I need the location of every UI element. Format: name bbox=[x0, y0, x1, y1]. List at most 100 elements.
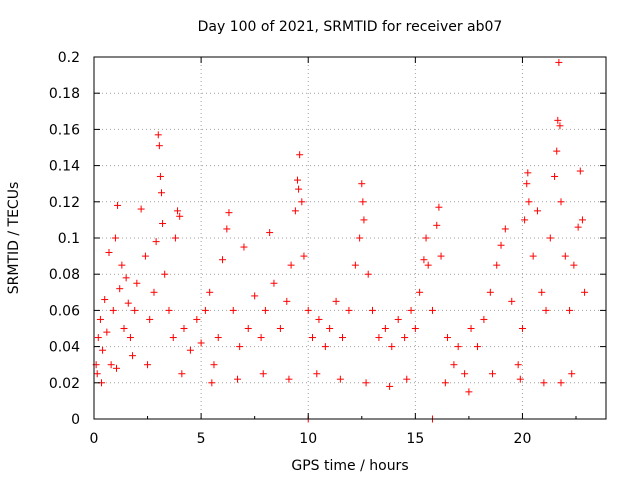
data-point bbox=[99, 346, 107, 354]
data-point bbox=[210, 361, 218, 369]
data-point bbox=[450, 361, 458, 369]
data-point bbox=[488, 370, 496, 378]
grid-lines bbox=[94, 57, 606, 419]
data-point bbox=[315, 315, 323, 323]
x-axis-label: GPS time / hours bbox=[291, 458, 408, 474]
x-tick-label: 15 bbox=[406, 431, 424, 447]
y-tick-label: 0.1 bbox=[58, 231, 80, 247]
data-point bbox=[443, 334, 451, 342]
data-point bbox=[401, 334, 409, 342]
data-point bbox=[540, 379, 548, 387]
data-point bbox=[155, 142, 163, 150]
data-point bbox=[407, 306, 415, 314]
data-point bbox=[124, 299, 132, 307]
data-point bbox=[234, 375, 242, 383]
data-point bbox=[313, 370, 321, 378]
data-point bbox=[557, 379, 565, 387]
data-point bbox=[201, 306, 209, 314]
data-point bbox=[574, 223, 582, 231]
data-point bbox=[525, 198, 533, 206]
data-point bbox=[285, 375, 293, 383]
y-tick-label: 0.16 bbox=[49, 122, 80, 138]
data-point bbox=[556, 122, 564, 130]
data-point bbox=[157, 189, 165, 197]
x-tick-label: 20 bbox=[514, 431, 532, 447]
data-point bbox=[214, 334, 222, 342]
data-point bbox=[304, 306, 312, 314]
data-point bbox=[291, 207, 299, 215]
data-point bbox=[411, 325, 419, 332]
data-point bbox=[533, 207, 541, 215]
y-tick-label: 0.18 bbox=[49, 86, 80, 102]
data-point bbox=[521, 216, 529, 224]
y-tick-label: 0.08 bbox=[49, 267, 80, 283]
data-point bbox=[161, 270, 169, 278]
data-point bbox=[266, 229, 274, 237]
data-point bbox=[524, 169, 532, 177]
data-point bbox=[568, 370, 576, 378]
x-axis-ticks: 0 5 10 15 20 bbox=[90, 57, 577, 447]
data-point bbox=[259, 370, 267, 378]
data-point bbox=[403, 375, 411, 383]
y-tick-label: 0 bbox=[71, 412, 80, 428]
data-point bbox=[554, 116, 562, 124]
data-point bbox=[454, 343, 462, 351]
data-point bbox=[107, 361, 115, 369]
data-point bbox=[557, 198, 565, 206]
data-point bbox=[570, 261, 578, 269]
data-point bbox=[176, 212, 184, 220]
data-point bbox=[295, 185, 303, 193]
data-point bbox=[332, 297, 340, 305]
data-point bbox=[416, 288, 424, 296]
data-point bbox=[523, 180, 531, 188]
data-point bbox=[422, 234, 430, 242]
data-point bbox=[152, 238, 160, 246]
data-point bbox=[516, 375, 524, 383]
data-point bbox=[493, 261, 501, 269]
data-point bbox=[420, 256, 428, 264]
data-point bbox=[465, 388, 473, 396]
data-point bbox=[129, 352, 137, 360]
data-point bbox=[362, 379, 370, 387]
data-point bbox=[169, 334, 177, 342]
data-point bbox=[375, 334, 383, 342]
data-point bbox=[126, 334, 134, 342]
data-point bbox=[144, 361, 152, 369]
data-point bbox=[171, 234, 179, 242]
data-point bbox=[240, 243, 248, 251]
data-point bbox=[345, 306, 353, 314]
data-point bbox=[287, 261, 295, 269]
data-point bbox=[165, 306, 173, 314]
data-point bbox=[480, 315, 488, 323]
data-point bbox=[236, 343, 244, 351]
x-tick-label: 5 bbox=[197, 431, 206, 447]
y-axis-label: SRMTID / TECUs bbox=[6, 182, 22, 295]
data-point bbox=[360, 216, 368, 224]
data-point bbox=[219, 256, 227, 264]
data-point bbox=[473, 343, 481, 351]
data-point bbox=[298, 198, 306, 206]
data-point bbox=[101, 296, 109, 304]
data-point bbox=[381, 325, 389, 332]
data-point bbox=[261, 306, 269, 314]
data-point bbox=[283, 297, 291, 305]
data-point bbox=[103, 328, 111, 336]
y-tick-label: 0.12 bbox=[49, 195, 80, 211]
data-point bbox=[208, 379, 216, 387]
data-point bbox=[112, 364, 120, 372]
data-point bbox=[229, 306, 237, 314]
y-tick-label: 0.04 bbox=[49, 340, 80, 356]
data-point bbox=[566, 306, 574, 314]
data-point bbox=[118, 261, 126, 269]
data-point bbox=[225, 209, 233, 217]
data-point bbox=[180, 325, 188, 332]
data-point bbox=[257, 334, 265, 342]
x-tick-label: 0 bbox=[90, 431, 99, 447]
data-point bbox=[358, 180, 366, 188]
y-tick-label: 0.02 bbox=[49, 376, 80, 392]
data-point bbox=[336, 375, 344, 383]
data-point bbox=[174, 207, 182, 215]
data-point bbox=[461, 370, 469, 378]
data-point bbox=[364, 270, 372, 278]
data-point bbox=[501, 225, 509, 233]
